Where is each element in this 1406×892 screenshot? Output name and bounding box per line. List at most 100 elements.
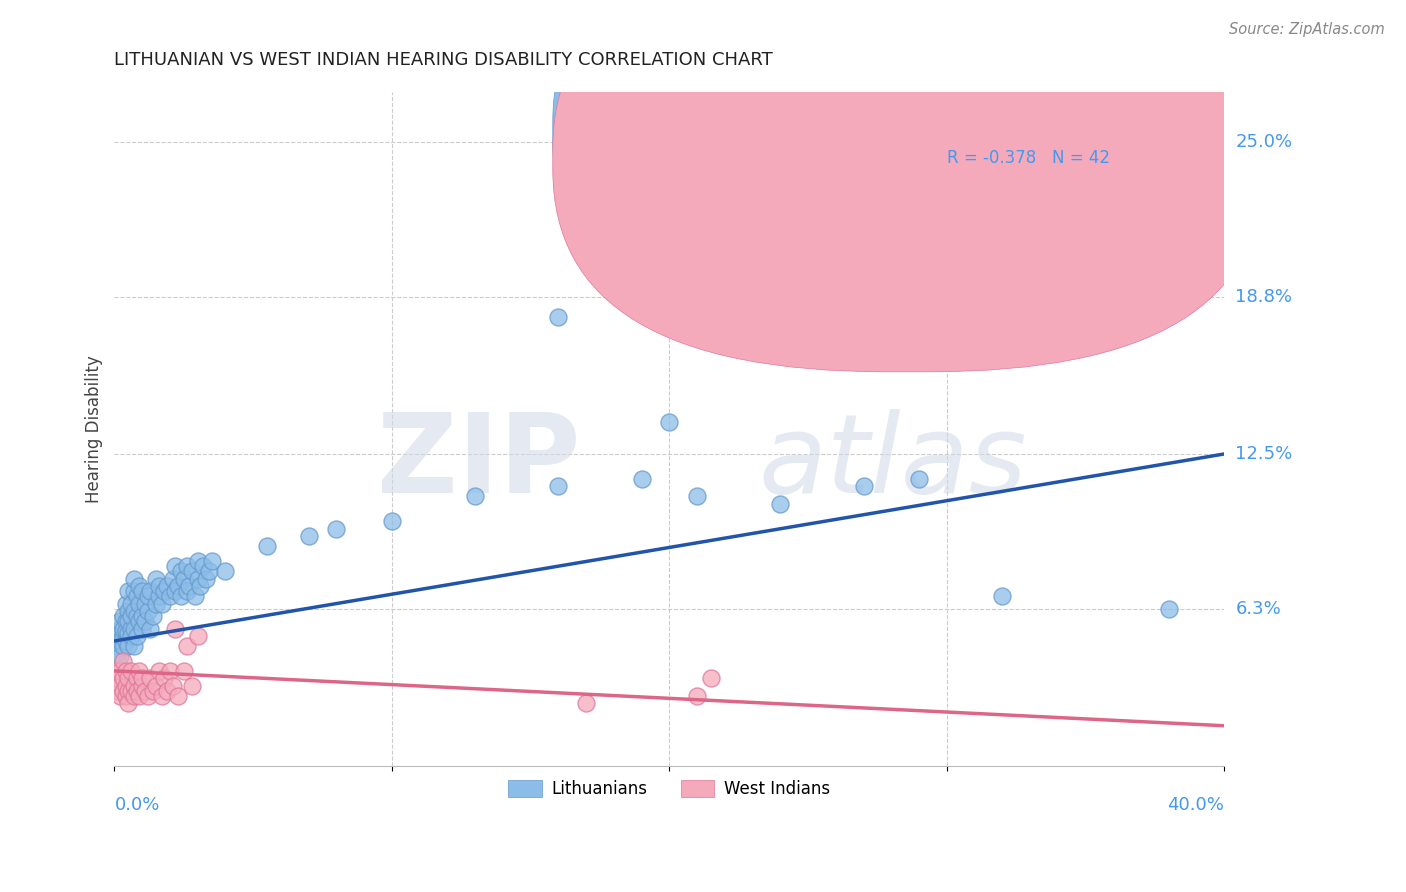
Point bbox=[105, 629, 128, 643]
Point bbox=[700, 672, 723, 686]
Point bbox=[117, 639, 139, 653]
Point bbox=[134, 597, 156, 611]
Text: Source: ZipAtlas.com: Source: ZipAtlas.com bbox=[1229, 22, 1385, 37]
Point bbox=[108, 664, 131, 678]
Point bbox=[176, 584, 198, 599]
Point bbox=[325, 522, 347, 536]
Point bbox=[165, 559, 187, 574]
Point bbox=[111, 639, 134, 653]
Point bbox=[111, 629, 134, 643]
Point bbox=[148, 579, 170, 593]
Point bbox=[117, 626, 139, 640]
Point bbox=[111, 683, 134, 698]
Text: R =  0.359   N = 86: R = 0.359 N = 86 bbox=[946, 122, 1109, 140]
Text: 18.8%: 18.8% bbox=[1236, 288, 1292, 306]
Point bbox=[122, 689, 145, 703]
Point bbox=[111, 654, 134, 668]
Point bbox=[131, 622, 153, 636]
Point bbox=[173, 664, 195, 678]
Text: ZIP: ZIP bbox=[377, 409, 581, 516]
FancyBboxPatch shape bbox=[553, 0, 1263, 372]
Point bbox=[148, 664, 170, 678]
Point bbox=[122, 604, 145, 618]
Point bbox=[120, 597, 142, 611]
Point bbox=[117, 584, 139, 599]
Point bbox=[117, 672, 139, 686]
Point bbox=[114, 634, 136, 648]
Point bbox=[122, 622, 145, 636]
Point bbox=[197, 564, 219, 578]
Point bbox=[142, 683, 165, 698]
Point bbox=[105, 664, 128, 678]
Point bbox=[184, 589, 207, 603]
Point bbox=[108, 622, 131, 636]
Point bbox=[181, 564, 204, 578]
Point bbox=[125, 629, 148, 643]
Point bbox=[150, 597, 173, 611]
Point bbox=[170, 589, 193, 603]
Point bbox=[139, 672, 162, 686]
Point bbox=[105, 639, 128, 653]
Point bbox=[256, 539, 278, 553]
Point bbox=[852, 322, 875, 336]
Point bbox=[769, 497, 792, 511]
Point bbox=[105, 683, 128, 698]
Point bbox=[122, 639, 145, 653]
Point bbox=[108, 634, 131, 648]
Point bbox=[128, 689, 150, 703]
Point bbox=[176, 639, 198, 653]
Text: 0.0%: 0.0% bbox=[114, 796, 160, 814]
Point bbox=[142, 609, 165, 624]
Point bbox=[852, 479, 875, 493]
Point bbox=[1185, 135, 1208, 149]
Point bbox=[170, 564, 193, 578]
Point bbox=[120, 622, 142, 636]
Point bbox=[131, 672, 153, 686]
Point bbox=[114, 597, 136, 611]
Point bbox=[125, 672, 148, 686]
Point bbox=[148, 589, 170, 603]
Point bbox=[108, 614, 131, 628]
Point bbox=[1157, 601, 1180, 615]
Point bbox=[193, 559, 215, 574]
Point bbox=[120, 609, 142, 624]
Point bbox=[105, 647, 128, 661]
Point bbox=[114, 624, 136, 638]
Point bbox=[114, 664, 136, 678]
Point bbox=[575, 696, 598, 710]
Point bbox=[190, 579, 212, 593]
Legend: Lithuanians, West Indians: Lithuanians, West Indians bbox=[502, 773, 837, 805]
Point bbox=[131, 584, 153, 599]
Point bbox=[122, 679, 145, 693]
Point bbox=[381, 514, 404, 528]
Point bbox=[686, 689, 709, 703]
Point bbox=[108, 648, 131, 663]
Point bbox=[200, 554, 222, 568]
Point bbox=[162, 572, 184, 586]
Point bbox=[114, 689, 136, 703]
Point bbox=[464, 489, 486, 503]
Point bbox=[145, 679, 167, 693]
Point bbox=[125, 589, 148, 603]
Point bbox=[122, 584, 145, 599]
Point bbox=[187, 572, 209, 586]
Text: LITHUANIAN VS WEST INDIAN HEARING DISABILITY CORRELATION CHART: LITHUANIAN VS WEST INDIAN HEARING DISABI… bbox=[114, 51, 773, 69]
Point bbox=[122, 572, 145, 586]
Point bbox=[117, 604, 139, 618]
Point bbox=[658, 415, 681, 429]
Point bbox=[128, 614, 150, 628]
FancyBboxPatch shape bbox=[553, 0, 1263, 345]
Point bbox=[111, 622, 134, 636]
Point bbox=[153, 672, 176, 686]
Point bbox=[134, 683, 156, 698]
Point bbox=[111, 609, 134, 624]
Point bbox=[120, 629, 142, 643]
Point bbox=[125, 683, 148, 698]
Point bbox=[114, 614, 136, 628]
Point bbox=[547, 310, 569, 324]
Text: R = -0.378   N = 42: R = -0.378 N = 42 bbox=[946, 149, 1109, 168]
Point bbox=[131, 679, 153, 693]
Point bbox=[298, 529, 321, 543]
Point bbox=[114, 679, 136, 693]
Point bbox=[176, 559, 198, 574]
